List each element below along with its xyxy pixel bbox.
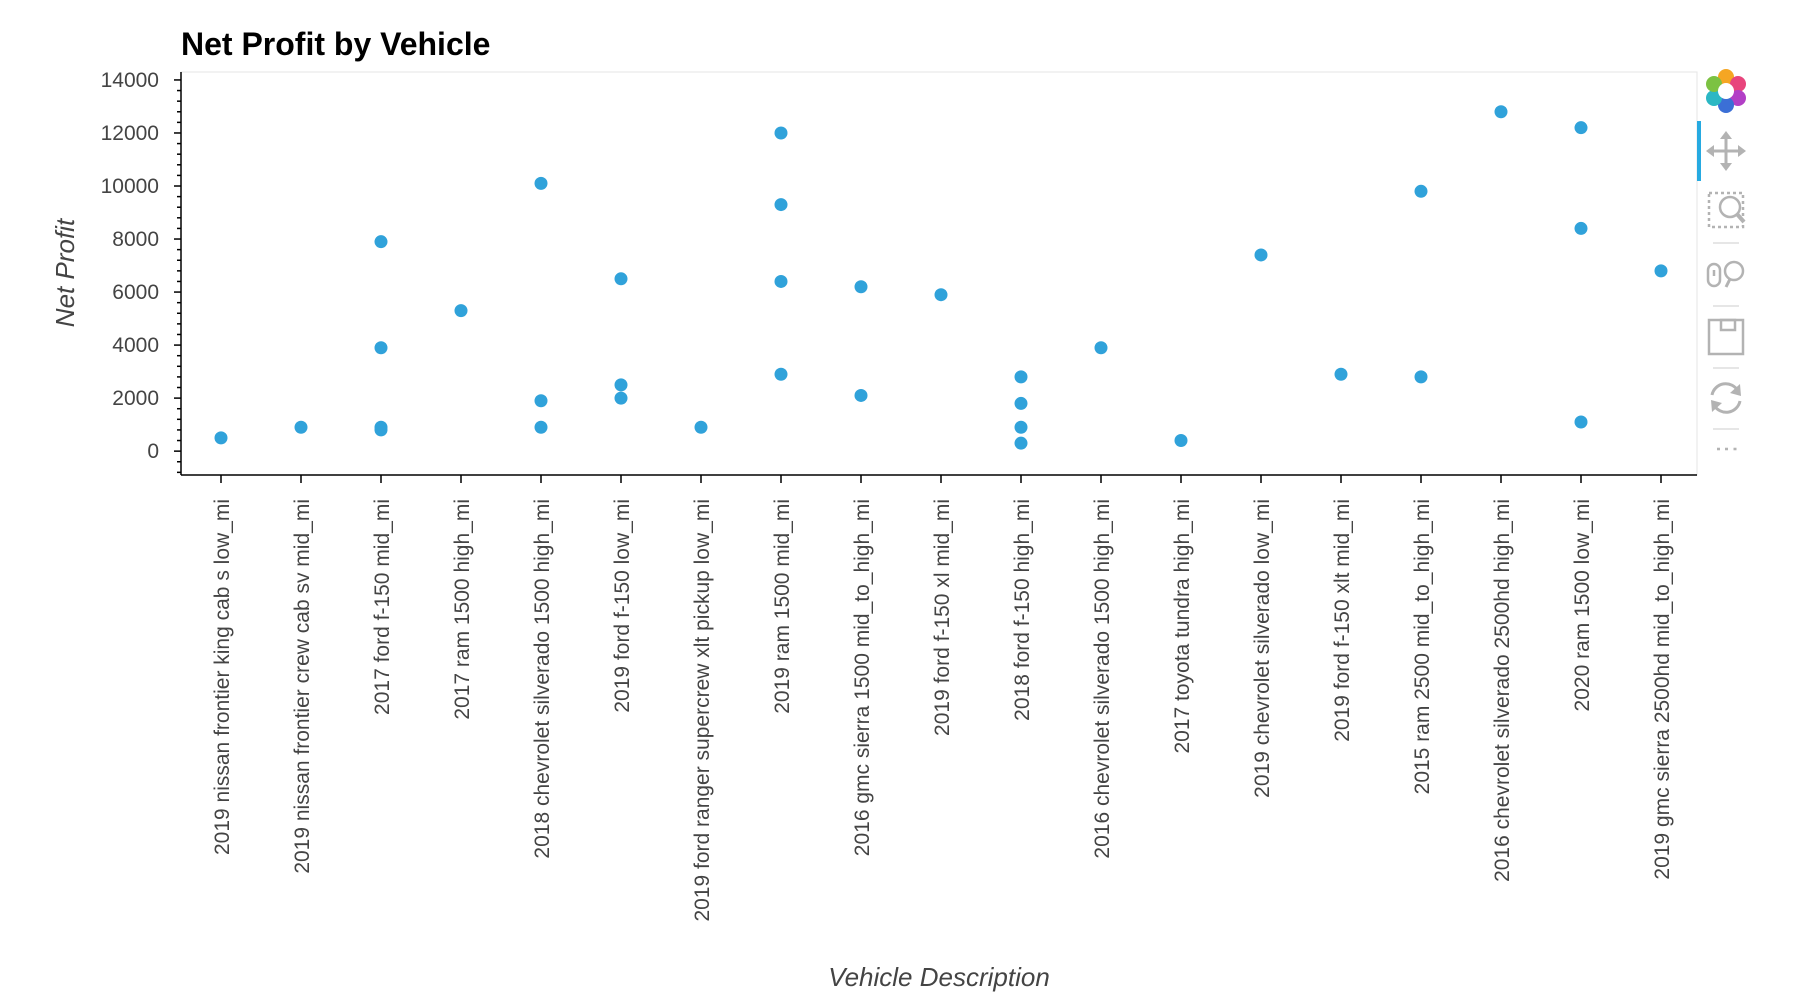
scatter-point[interactable]	[374, 341, 388, 355]
toolbar: ⋮	[1697, 69, 1746, 461]
x-tick-label: 2017 ford f-150 mid_mi	[371, 499, 394, 715]
scatter-point[interactable]	[614, 272, 628, 286]
x-axis-title: Vehicle Description	[828, 962, 1050, 992]
scatter-point[interactable]	[774, 367, 788, 381]
x-tick-label: 2015 ram 2500 mid_to_high_mi	[1411, 499, 1434, 794]
y-tick-label: 14000	[101, 69, 159, 92]
more-tools-icon[interactable]: ⋮	[1713, 437, 1740, 461]
pan-tool-icon[interactable]	[1706, 131, 1746, 171]
x-tick-label: 2018 chevrolet silverado 1500 high_mi	[531, 499, 554, 859]
scatter-point[interactable]	[214, 431, 228, 445]
scatter-point[interactable]	[1014, 370, 1028, 384]
scatter-point[interactable]	[1014, 420, 1028, 434]
plot-area[interactable]	[180, 71, 1698, 476]
x-tick-label: 2020 ram 1500 low_mi	[1571, 499, 1594, 711]
scatter-point[interactable]	[1574, 121, 1588, 135]
y-tick-label: 10000	[101, 175, 159, 198]
scatter-point[interactable]	[1414, 370, 1428, 384]
bokeh-logo-icon[interactable]	[1706, 69, 1746, 113]
x-tick-label: 2017 toyota tundra high_mi	[1171, 499, 1194, 754]
x-tick-label: 2019 gmc sierra 2500hd mid_to_high_mi	[1651, 499, 1674, 880]
x-tick-label: 2016 chevrolet silverado 2500hd high_mi	[1491, 499, 1514, 882]
scatter-point[interactable]	[1414, 184, 1428, 198]
scatter-point[interactable]	[1014, 396, 1028, 410]
scatter-point[interactable]	[1014, 436, 1028, 450]
y-axis-title: Net Profit	[50, 217, 80, 327]
scatter-point[interactable]	[534, 176, 548, 190]
scatter-point[interactable]	[694, 420, 708, 434]
x-axis: 2019 nissan frontier king cab s low_mi 20…	[181, 474, 1697, 922]
scatter-point[interactable]	[854, 388, 868, 402]
x-tick-label: 2019 ford f-150 xl mid_mi	[931, 499, 954, 736]
y-tick-label: 0	[147, 440, 159, 463]
scatter-point[interactable]	[1494, 105, 1508, 119]
x-tick-label: 2016 gmc sierra 1500 mid_to_high_mi	[851, 499, 874, 856]
scatter-point[interactable]	[1094, 341, 1108, 355]
scatter-point[interactable]	[294, 420, 308, 434]
y-axis: 0 2000 4000 6000 8000 10000 12000 14000	[101, 69, 182, 475]
y-tick-label: 4000	[112, 334, 159, 357]
x-tick-label: 2019 chevrolet silverado low_mi	[1251, 499, 1274, 798]
x-tick-label: 2017 ram 1500 high_mi	[451, 499, 474, 720]
x-tick-label: 2019 nissan frontier king cab s low_mi	[211, 499, 234, 855]
scatter-point[interactable]	[1174, 434, 1188, 448]
y-tick-label: 12000	[101, 122, 159, 145]
x-tick-label: 2019 ford f-150 low_mi	[611, 499, 634, 713]
chart-title: Net Profit by Vehicle	[181, 26, 490, 62]
scatter-point[interactable]	[614, 391, 628, 405]
scatter-point[interactable]	[1254, 248, 1268, 262]
scatter-point[interactable]	[774, 126, 788, 140]
scatter-point[interactable]	[774, 274, 788, 288]
y-tick-label: 8000	[112, 228, 159, 251]
box-zoom-tool-icon[interactable]	[1707, 191, 1746, 229]
scatter-point[interactable]	[1574, 415, 1588, 429]
active-tool-indicator	[1697, 121, 1701, 181]
x-tick-label: 2019 ford ranger supercrew xlt pickup lo…	[691, 499, 714, 922]
x-tick-label: 2019 ram 1500 mid_mi	[771, 499, 794, 714]
scatter-point[interactable]	[1334, 367, 1348, 381]
x-tick-label: 2018 ford f-150 high_mi	[1011, 499, 1034, 721]
scatter-point[interactable]	[854, 280, 868, 294]
scatter-point[interactable]	[374, 423, 388, 437]
x-tick-label: 2019 ford f-150 xlt mid_mi	[1331, 499, 1354, 742]
scatter-point[interactable]	[534, 420, 548, 434]
scatter-point[interactable]	[774, 198, 788, 212]
scatter-point[interactable]	[934, 288, 948, 302]
scatter-point[interactable]	[1654, 264, 1668, 278]
scatter-point[interactable]	[454, 304, 468, 318]
reset-tool-icon[interactable]	[1710, 382, 1742, 414]
x-tick-label: 2019 nissan frontier crew cab sv mid_mi	[291, 499, 314, 874]
scatter-series	[214, 105, 1668, 450]
scatter-point[interactable]	[1574, 221, 1588, 235]
scatter-point[interactable]	[534, 394, 548, 408]
save-tool-icon[interactable]	[1707, 318, 1745, 356]
y-tick-label: 2000	[112, 387, 159, 410]
x-tick-label: 2016 chevrolet silverado 1500 high_mi	[1091, 499, 1114, 859]
wheel-zoom-tool-icon[interactable]	[1706, 260, 1745, 288]
scatter-point[interactable]	[614, 378, 628, 392]
scatter-point[interactable]	[374, 235, 388, 249]
y-tick-label: 6000	[112, 281, 159, 304]
